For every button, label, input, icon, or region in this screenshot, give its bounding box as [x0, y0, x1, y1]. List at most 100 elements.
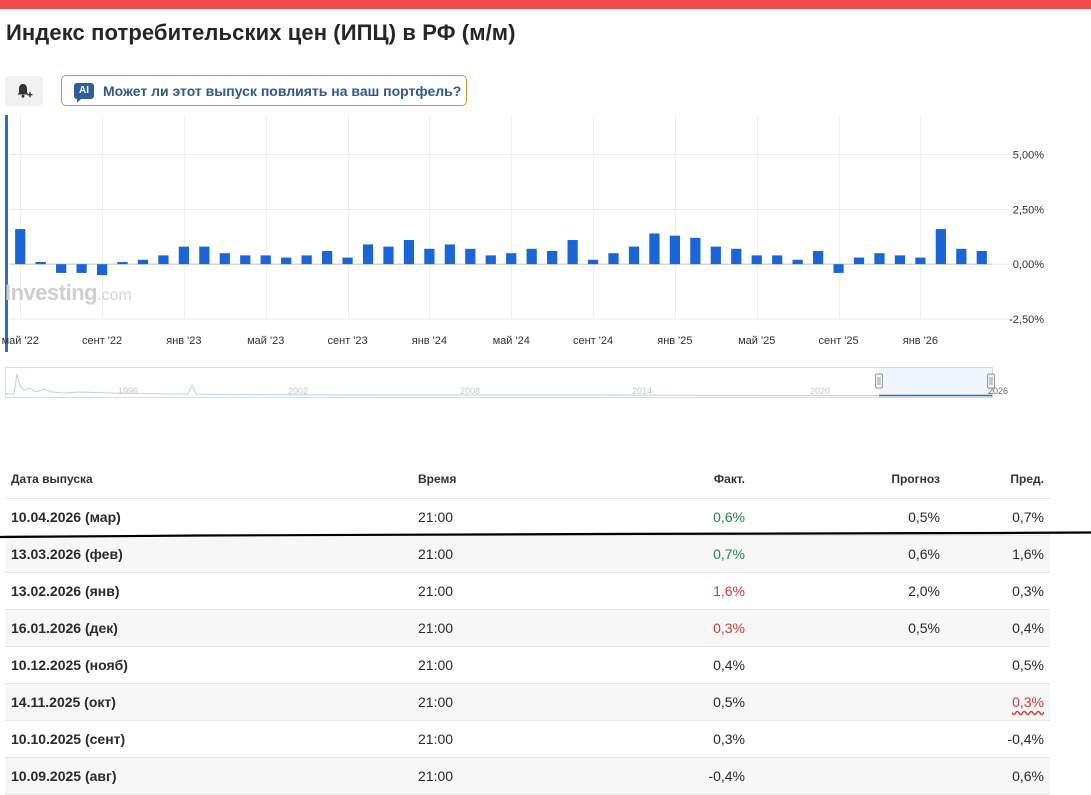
- x-tick-label: сент '25: [819, 335, 859, 347]
- row-actual: 1,6%: [599, 572, 751, 610]
- navigator-year-label: 2020: [810, 386, 830, 396]
- chart-bar: [853, 257, 865, 265]
- x-tick-label: май '23: [247, 335, 284, 347]
- table-row: 16.01.2026 (дек) 21:00 0,3% 0,5% 0,4%: [5, 609, 1050, 647]
- row-forecast: 2,0%: [751, 572, 946, 610]
- row-previous: 0,4%: [946, 609, 1050, 647]
- y-tick-label: 5,00%: [1013, 149, 1044, 161]
- header-previous[interactable]: Пред.: [946, 460, 1050, 499]
- row-date: 10.12.2025 (нояб): [5, 646, 412, 684]
- bell-plus-icon: [17, 84, 33, 98]
- chart-bar: [137, 259, 149, 265]
- row-date: 10.04.2026 (мар): [5, 498, 412, 536]
- row-previous: 0,6%: [946, 757, 1050, 795]
- ai-button-label: Может ли этот выпуск повлиять на ваш пор…: [103, 82, 462, 99]
- row-previous: 0,5%: [946, 646, 1050, 684]
- chart-bar: [526, 248, 537, 265]
- chart-bar: [321, 251, 333, 265]
- navigator-handle[interactable]: [987, 373, 995, 389]
- row-actual: 0,7%: [599, 535, 751, 573]
- chart-bar: [894, 255, 906, 265]
- navigator-year-label: 2008: [460, 386, 480, 396]
- chart-bar: [567, 240, 578, 265]
- chart-bar: [649, 233, 660, 265]
- table-row: 10.04.2026 (мар) 21:00 0,6% 0,5% 0,7%: [5, 498, 1050, 536]
- header-date[interactable]: Дата выпуска: [5, 460, 412, 499]
- chart-bar: [35, 261, 46, 265]
- x-tick-label: май '25: [738, 335, 775, 347]
- navigator-year-label: 2026: [988, 386, 1008, 396]
- navigator-series: [6, 373, 878, 396]
- table-row: 10.10.2025 (сент) 21:00 0,3% -0,4%: [5, 720, 1050, 758]
- row-date: 13.02.2026 (янв): [5, 572, 412, 610]
- row-actual: 0,6%: [599, 498, 751, 536]
- hand-drawn-underline: [0, 531, 1091, 539]
- x-tick-label: май '22: [2, 335, 39, 347]
- chart-bar: [628, 246, 640, 265]
- x-tick-label: янв '23: [166, 335, 201, 347]
- chart-bar: [669, 235, 681, 265]
- x-tick-label: сент '23: [328, 335, 368, 347]
- chart-bar: [833, 264, 844, 273]
- row-forecast: [751, 720, 946, 758]
- chart-bar: [301, 255, 312, 265]
- chart-bar: [117, 261, 128, 265]
- row-date: 10.09.2025 (авг): [5, 757, 412, 795]
- navigator-year-label: 2014: [632, 386, 652, 396]
- top-accent-bar: [0, 0, 1091, 9]
- row-previous: 0,3%: [946, 572, 1050, 610]
- row-date: 10.10.2025 (сент): [5, 720, 412, 758]
- chart-left-accent: [5, 115, 8, 352]
- row-time: 21:00: [412, 572, 599, 610]
- header-time[interactable]: Время: [412, 460, 599, 499]
- chart-bar: [56, 264, 67, 273]
- chart-bar: [587, 259, 599, 265]
- chart-bar: [76, 264, 87, 273]
- chart-bar: [219, 253, 230, 265]
- page-title: Индекс потребительских цен (ИПЦ) в РФ (м…: [6, 20, 516, 45]
- table-row: 10.09.2025 (авг) 21:00 -0,4% 0,6%: [5, 757, 1050, 795]
- row-time: 21:00: [412, 683, 599, 721]
- row-time: 21:00: [412, 757, 599, 795]
- row-previous: -0,4%: [946, 720, 1050, 758]
- x-tick-label: сент '24: [573, 335, 613, 347]
- table-header-row: Дата выпуска Время Факт. Прогноз Пред.: [5, 460, 1050, 499]
- chart-bar: [158, 255, 169, 265]
- chart-bar: [178, 246, 190, 265]
- chart-bar: [731, 248, 742, 265]
- chart-bar: [690, 237, 701, 265]
- chart-bar: [935, 229, 946, 265]
- x-tick-label: май '24: [493, 335, 530, 347]
- row-date: 14.11.2025 (окт): [5, 683, 412, 721]
- header-forecast[interactable]: Прогноз: [751, 460, 946, 499]
- row-forecast: [751, 646, 946, 684]
- navigator-year-label: 2002: [288, 386, 308, 396]
- history-table: Дата выпуска Время Факт. Прогноз Пред. 1…: [5, 460, 1050, 795]
- chart-bar: [751, 255, 762, 265]
- row-actual: 0,4%: [599, 646, 751, 684]
- x-tick-label: янв '26: [903, 335, 938, 347]
- chart-bar: [96, 264, 108, 276]
- chart-bar: [915, 257, 926, 265]
- chart-bar: [608, 253, 619, 265]
- chart-navigator[interactable]: 1996 2002 2008 2014 2020 2026: [0, 364, 1091, 402]
- chart-bar: [465, 248, 476, 265]
- header-actual[interactable]: Факт.: [599, 460, 751, 499]
- row-forecast: 0,5%: [751, 609, 946, 647]
- ai-portfolio-button[interactable]: AI Может ли этот выпуск повлиять на ваш …: [61, 75, 467, 106]
- add-alert-button[interactable]: [5, 76, 43, 106]
- x-tick-label: янв '24: [412, 335, 447, 347]
- table-row: 13.03.2026 (фев) 21:00 0,7% 0,6% 1,6%: [5, 535, 1050, 573]
- row-actual: 0,3%: [599, 609, 751, 647]
- y-tick-label: 0,00%: [1013, 259, 1044, 271]
- chart-bar: [444, 244, 455, 265]
- chart-bar: [812, 251, 824, 265]
- chart-bar: [506, 253, 517, 265]
- chart-bar: [792, 259, 803, 265]
- row-actual: -0,4%: [599, 757, 751, 795]
- cpi-bar-chart[interactable]: 5,00% 2,50% 0,00% -2,50% май '22 сент '22 янв …: [0, 112, 1091, 352]
- navigator-handle[interactable]: [875, 373, 883, 389]
- chart-bar: [342, 257, 353, 265]
- row-previous: 1,6%: [946, 535, 1050, 573]
- chart-bar: [240, 255, 251, 265]
